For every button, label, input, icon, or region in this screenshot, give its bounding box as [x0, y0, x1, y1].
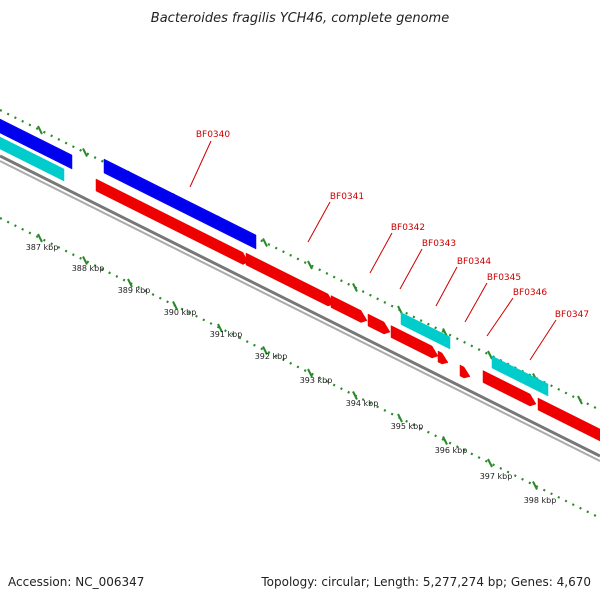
- outer-major-tick-12: [577, 395, 583, 405]
- backbone-line-outer: [0, 154, 600, 458]
- gene-label-bf0343: BF0343: [422, 239, 456, 249]
- tick-label-387-kbp: 387 kbp: [26, 243, 59, 252]
- tick-label-392-kbp: 392 kbp: [255, 352, 288, 361]
- tick-label-393-kbp: 393 kbp: [300, 376, 333, 385]
- gene-label-bf0347: BF0347: [555, 310, 589, 320]
- label-leader-lines: [189, 140, 557, 361]
- leader-line-bf0341: [307, 201, 331, 243]
- inner-major-tick-7: [352, 391, 358, 400]
- backbone-line-inner: [0, 160, 600, 462]
- gene-label-bf0342: BF0342: [391, 223, 425, 233]
- inner-major-tick-6: [307, 368, 313, 378]
- cyan-feature-bf0344: [400, 312, 451, 350]
- inner-major-tick-5: [262, 346, 268, 355]
- scale-tick-labels: 387 kbp 388 kbp 389 kbp 390 kbp 391 kbp 392 k…: [26, 243, 557, 505]
- inner-major-tick-2: [127, 278, 133, 288]
- inner-major-tick-0: [37, 233, 43, 243]
- tick-label-398-kbp: 398 kbp: [524, 496, 557, 505]
- gene-label-bf0344: BF0344: [457, 257, 492, 267]
- tick-label-388-kbp: 388 kbp: [72, 264, 105, 273]
- outer-major-tick-5: [262, 238, 268, 247]
- backbone-track: [0, 154, 600, 462]
- tick-label-397-kbp: 397 kbp: [480, 472, 513, 481]
- red-feature-bf0342: [330, 295, 368, 323]
- tick-label-389-kbp: 389 kbp: [118, 286, 151, 295]
- outer-major-tick-1: [82, 148, 88, 157]
- inner-major-tick-3: [172, 301, 178, 310]
- inner-major-tick-10: [487, 458, 493, 468]
- inner-major-tick-8: [397, 413, 403, 423]
- blue-feature-left: [0, 118, 73, 170]
- tick-label-391-kbp: 391 kbp: [210, 330, 243, 339]
- tick-label-395-kbp: 395 kbp: [391, 422, 424, 431]
- inner-dot-track: [0, 217, 600, 519]
- outer-major-tick-7: [352, 283, 358, 292]
- red-feature-bf0341: [245, 252, 335, 307]
- tick-label-396-kbp: 396 kbp: [435, 446, 468, 455]
- red-feature-bf0346: [459, 364, 471, 379]
- leader-line-bf0342: [369, 232, 393, 274]
- map-title: Bacteroides fragilis YCH46, complete gen…: [151, 11, 449, 26]
- red-feature-right: [537, 397, 600, 442]
- cyan-feature-left: [0, 136, 65, 182]
- outer-major-tick-0: [37, 125, 43, 135]
- gene-label-bf0345: BF0345: [487, 273, 521, 283]
- leader-line-bf0346: [486, 297, 514, 337]
- leader-line-bf0340: [189, 140, 212, 188]
- gene-label-bf0340: BF0340: [196, 130, 231, 140]
- feature-track: [0, 118, 600, 442]
- accession-text: Accession: NC_006347: [8, 575, 144, 589]
- genome-summary-text: Topology: circular; Length: 5,277,274 bp…: [260, 575, 591, 589]
- inner-major-tick-9: [442, 436, 448, 445]
- tick-label-394-kbp: 394 kbp: [346, 399, 379, 408]
- red-feature-bf0344: [390, 325, 439, 359]
- red-feature-bf0340: [95, 178, 249, 265]
- blue-feature-bf0340: [103, 158, 257, 250]
- tick-label-390-kbp: 390 kbp: [164, 308, 197, 317]
- inner-major-tick-1: [82, 256, 88, 265]
- position-dot-tracks: [0, 109, 600, 519]
- cyan-feature-bf0347: [491, 355, 549, 397]
- inner-major-tick-11: [532, 481, 538, 490]
- inner-major-tick-4: [217, 323, 223, 333]
- red-feature-bf0347: [482, 370, 537, 407]
- red-feature-bf0345: [437, 350, 449, 365]
- outer-major-tick-10: [487, 350, 493, 360]
- leader-line-bf0343: [399, 248, 423, 290]
- gene-label-bf0341: BF0341: [330, 192, 364, 202]
- gene-label-bf0346: BF0346: [513, 288, 548, 298]
- leader-line-bf0345: [464, 282, 488, 323]
- outer-major-tick-6: [307, 260, 313, 270]
- leader-line-bf0347: [529, 319, 557, 361]
- leader-line-bf0344: [435, 266, 458, 307]
- red-feature-bf0343: [367, 313, 391, 335]
